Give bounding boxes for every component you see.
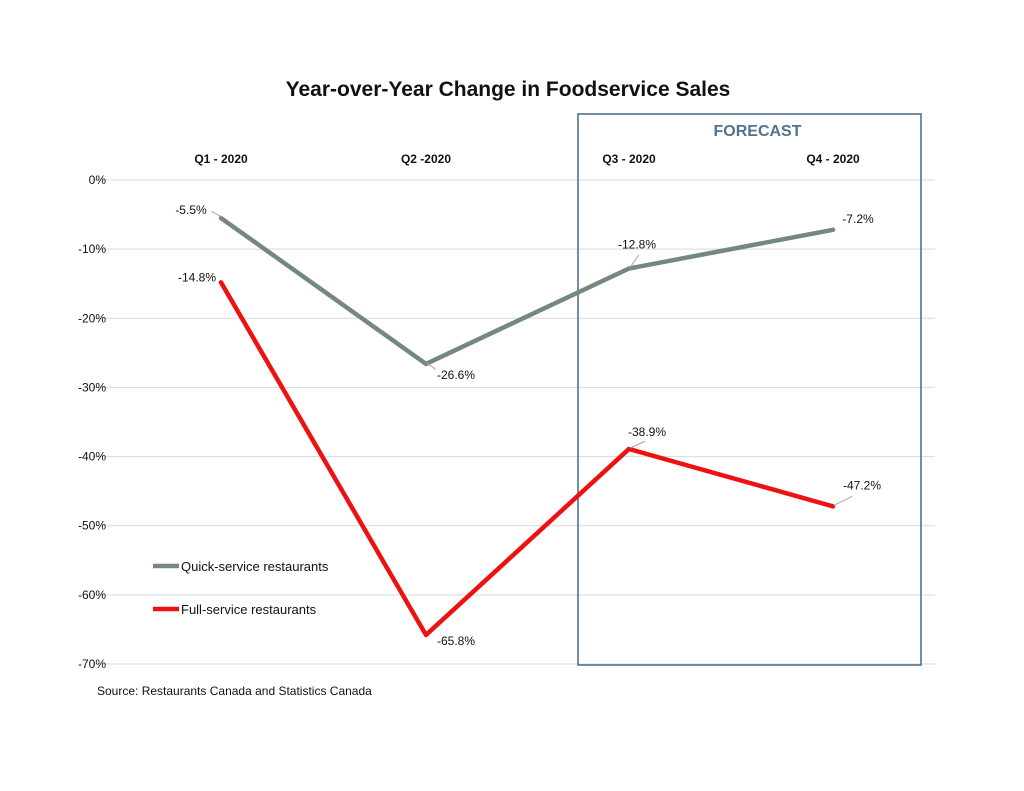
y-tick-label: -10% [78, 242, 106, 256]
leader-line [211, 210, 223, 218]
data-point [424, 632, 428, 637]
category-label: Q3 - 2020 [602, 152, 656, 166]
source-note: Source: Restaurants Canada and Statistic… [97, 684, 372, 698]
data-point [831, 227, 835, 232]
y-axis-ticks: 0% -10% -20% -30% -40% -50% -60% -70% [78, 173, 106, 671]
leader-line [833, 496, 853, 506]
y-tick-label: -70% [78, 657, 106, 671]
data-label: -65.8% [437, 634, 475, 648]
data-label: -26.6% [437, 368, 475, 382]
leader-line [426, 362, 436, 370]
y-tick-label: -60% [78, 588, 106, 602]
data-label: -7.2% [842, 212, 874, 226]
y-tick-label: -30% [78, 380, 106, 394]
data-label: -47.2% [843, 478, 881, 492]
forecast-label: FORECAST [714, 123, 802, 140]
gridlines [92, 179, 935, 665]
leader-line [629, 440, 646, 449]
series-line-full-service [218, 280, 836, 638]
leader-line [629, 255, 640, 268]
y-tick-label: -50% [78, 519, 106, 533]
legend-label: Quick-service restaurants [181, 559, 329, 574]
data-point [424, 361, 428, 366]
forecast-region: FORECAST [577, 113, 922, 666]
data-label: -38.9% [628, 425, 666, 439]
category-label: Q2 -2020 [401, 152, 451, 166]
data-point [219, 280, 223, 285]
legend: Quick-service restaurants Full-service re… [153, 559, 329, 617]
series-lines [218, 215, 836, 638]
series-line-quick-service [218, 215, 836, 367]
category-label: Q1 - 2020 [194, 152, 248, 166]
data-label: -5.5% [175, 203, 207, 217]
forecast-box [577, 113, 922, 666]
y-tick-label: -20% [78, 311, 106, 325]
y-tick-label: 0% [89, 173, 107, 187]
y-tick-label: -40% [78, 450, 106, 464]
chart-title: Year-over-Year Change in Foodservice Sal… [286, 78, 731, 101]
category-label: Q4 - 2020 [806, 152, 860, 166]
data-label: -12.8% [618, 238, 656, 252]
legend-label: Full-service restaurants [181, 602, 317, 617]
x-axis-categories: Q1 - 2020 Q2 -2020 Q3 - 2020 Q4 - 2020 [194, 152, 860, 166]
data-label: -14.8% [178, 270, 216, 284]
data-labels: -5.5% -26.6% -12.8% -7.2% -14.8% -65.8% -38.9%… [175, 203, 881, 648]
